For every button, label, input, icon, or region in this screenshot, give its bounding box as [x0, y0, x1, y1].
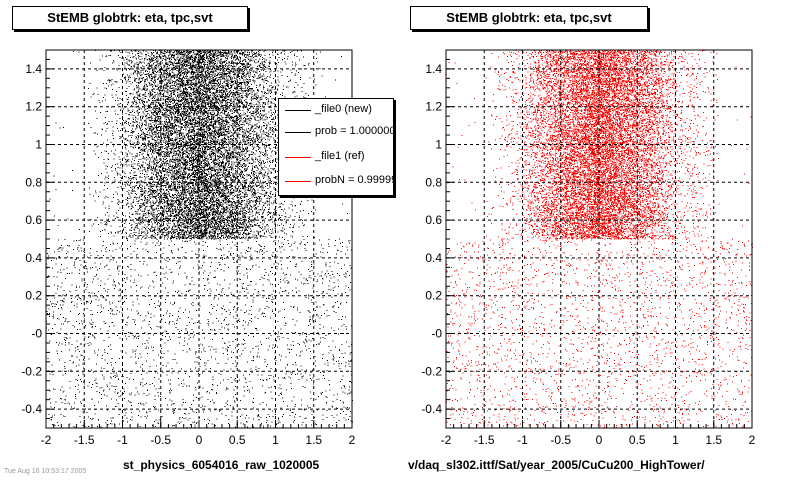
x-tick-label: -1: [117, 433, 128, 447]
x-tick-label: 0.5: [629, 433, 646, 447]
y-tick-label: 1: [435, 138, 442, 152]
x-tick-label: -2: [41, 433, 52, 447]
x-tick-label: 0.5: [229, 433, 246, 447]
x-tick-label: -1.5: [474, 433, 495, 447]
x-tick-label: 2: [749, 433, 756, 447]
y-tick-label: 0.4: [25, 251, 42, 265]
legend-label: _file1 (ref): [315, 150, 365, 162]
legend-entry: probN = 0.999999: [279, 172, 393, 190]
y-tick-label: 0.8: [25, 175, 42, 189]
x-tick-label: -1.5: [74, 433, 95, 447]
y-tick-label: -0.2: [421, 364, 442, 378]
y-tick-label: -0.2: [21, 364, 42, 378]
x-tick-label: 1: [272, 433, 279, 447]
y-tick-label: -0: [431, 327, 442, 341]
right-scatter-plot[interactable]: -2 -1.5 -1 -0.5 0 0.5 1 1.5 2 -0.4 -0.2 -0 0.2 0.4 0.6…: [400, 0, 800, 480]
y-tick-label: 0.2: [425, 289, 442, 303]
left-pad[interactable]: StEMB globtrk: eta, tpc,svt -2 -1.5 -1 -0.5…: [0, 0, 400, 480]
left-x-axis-label: st_physics_6054016_raw_1020005: [123, 458, 320, 472]
x-tick-label: 1.5: [305, 433, 322, 447]
x-tick-label: 0: [596, 433, 603, 447]
y-tick-label: 1: [35, 138, 42, 152]
left-title: StEMB globtrk: eta, tpc,svt: [12, 6, 248, 30]
y-tick-label: 0.6: [425, 213, 442, 227]
y-tick-label: 0.2: [25, 289, 42, 303]
x-tick-label: 2: [349, 433, 356, 447]
x-tick-label: -1: [517, 433, 528, 447]
legend-entry: _file1 (ref): [279, 148, 393, 166]
x-tick-label: -0.5: [150, 433, 171, 447]
right-pad[interactable]: StEMB globtrk: eta, tpc,svt -2 -1.5 -1 -0.5…: [400, 0, 800, 480]
y-tick-label: 1.4: [425, 62, 442, 76]
x-tick-label: 1: [672, 433, 679, 447]
legend[interactable]: _file0 (new) prob = 1.000000 _file1 (ref…: [278, 98, 394, 196]
right-x-axis-label: v/daq_sl302.ittf/Sat/year_2005/CuCu200_H…: [408, 458, 705, 472]
x-tick-label: -2: [441, 433, 452, 447]
y-tick-label: 0.6: [25, 213, 42, 227]
y-tick-label: -0.4: [421, 402, 442, 416]
y-tick-label: 1.2: [425, 100, 442, 114]
legend-swatch: [285, 110, 311, 111]
legend-label: probN = 0.999999: [315, 174, 393, 186]
footer-timestamp: Tue Aug 16 10:53:17 2005: [4, 468, 87, 475]
x-tick-label: 0: [196, 433, 203, 447]
y-tick-label: 0.4: [425, 251, 442, 265]
left-scatter-plot[interactable]: -2 -1.5 -1 -0.5 0 0.5 1 1.5 2 -0.4 -0.2 -0 0.2 0.4 0.6…: [0, 0, 400, 480]
x-tick-label: 1.5: [705, 433, 722, 447]
legend-label: prob = 1.000000: [315, 125, 394, 137]
legend-swatch: [285, 181, 311, 182]
legend-swatch: [285, 157, 311, 158]
right-title: StEMB globtrk: eta, tpc,svt: [410, 6, 648, 30]
y-tick-label: -0: [31, 327, 42, 341]
y-tick-label: 0.8: [425, 175, 442, 189]
legend-label: _file0 (new): [315, 103, 372, 115]
x-tick-label: -0.5: [550, 433, 571, 447]
scatter-points: [446, 49, 753, 429]
legend-swatch: [285, 132, 311, 133]
legend-entry: _file0 (new): [279, 101, 393, 119]
y-tick-label: 1.4: [25, 62, 42, 76]
y-tick-label: -0.4: [21, 402, 42, 416]
legend-entry: prob = 1.000000: [279, 123, 394, 141]
y-tick-label: 1.2: [25, 100, 42, 114]
